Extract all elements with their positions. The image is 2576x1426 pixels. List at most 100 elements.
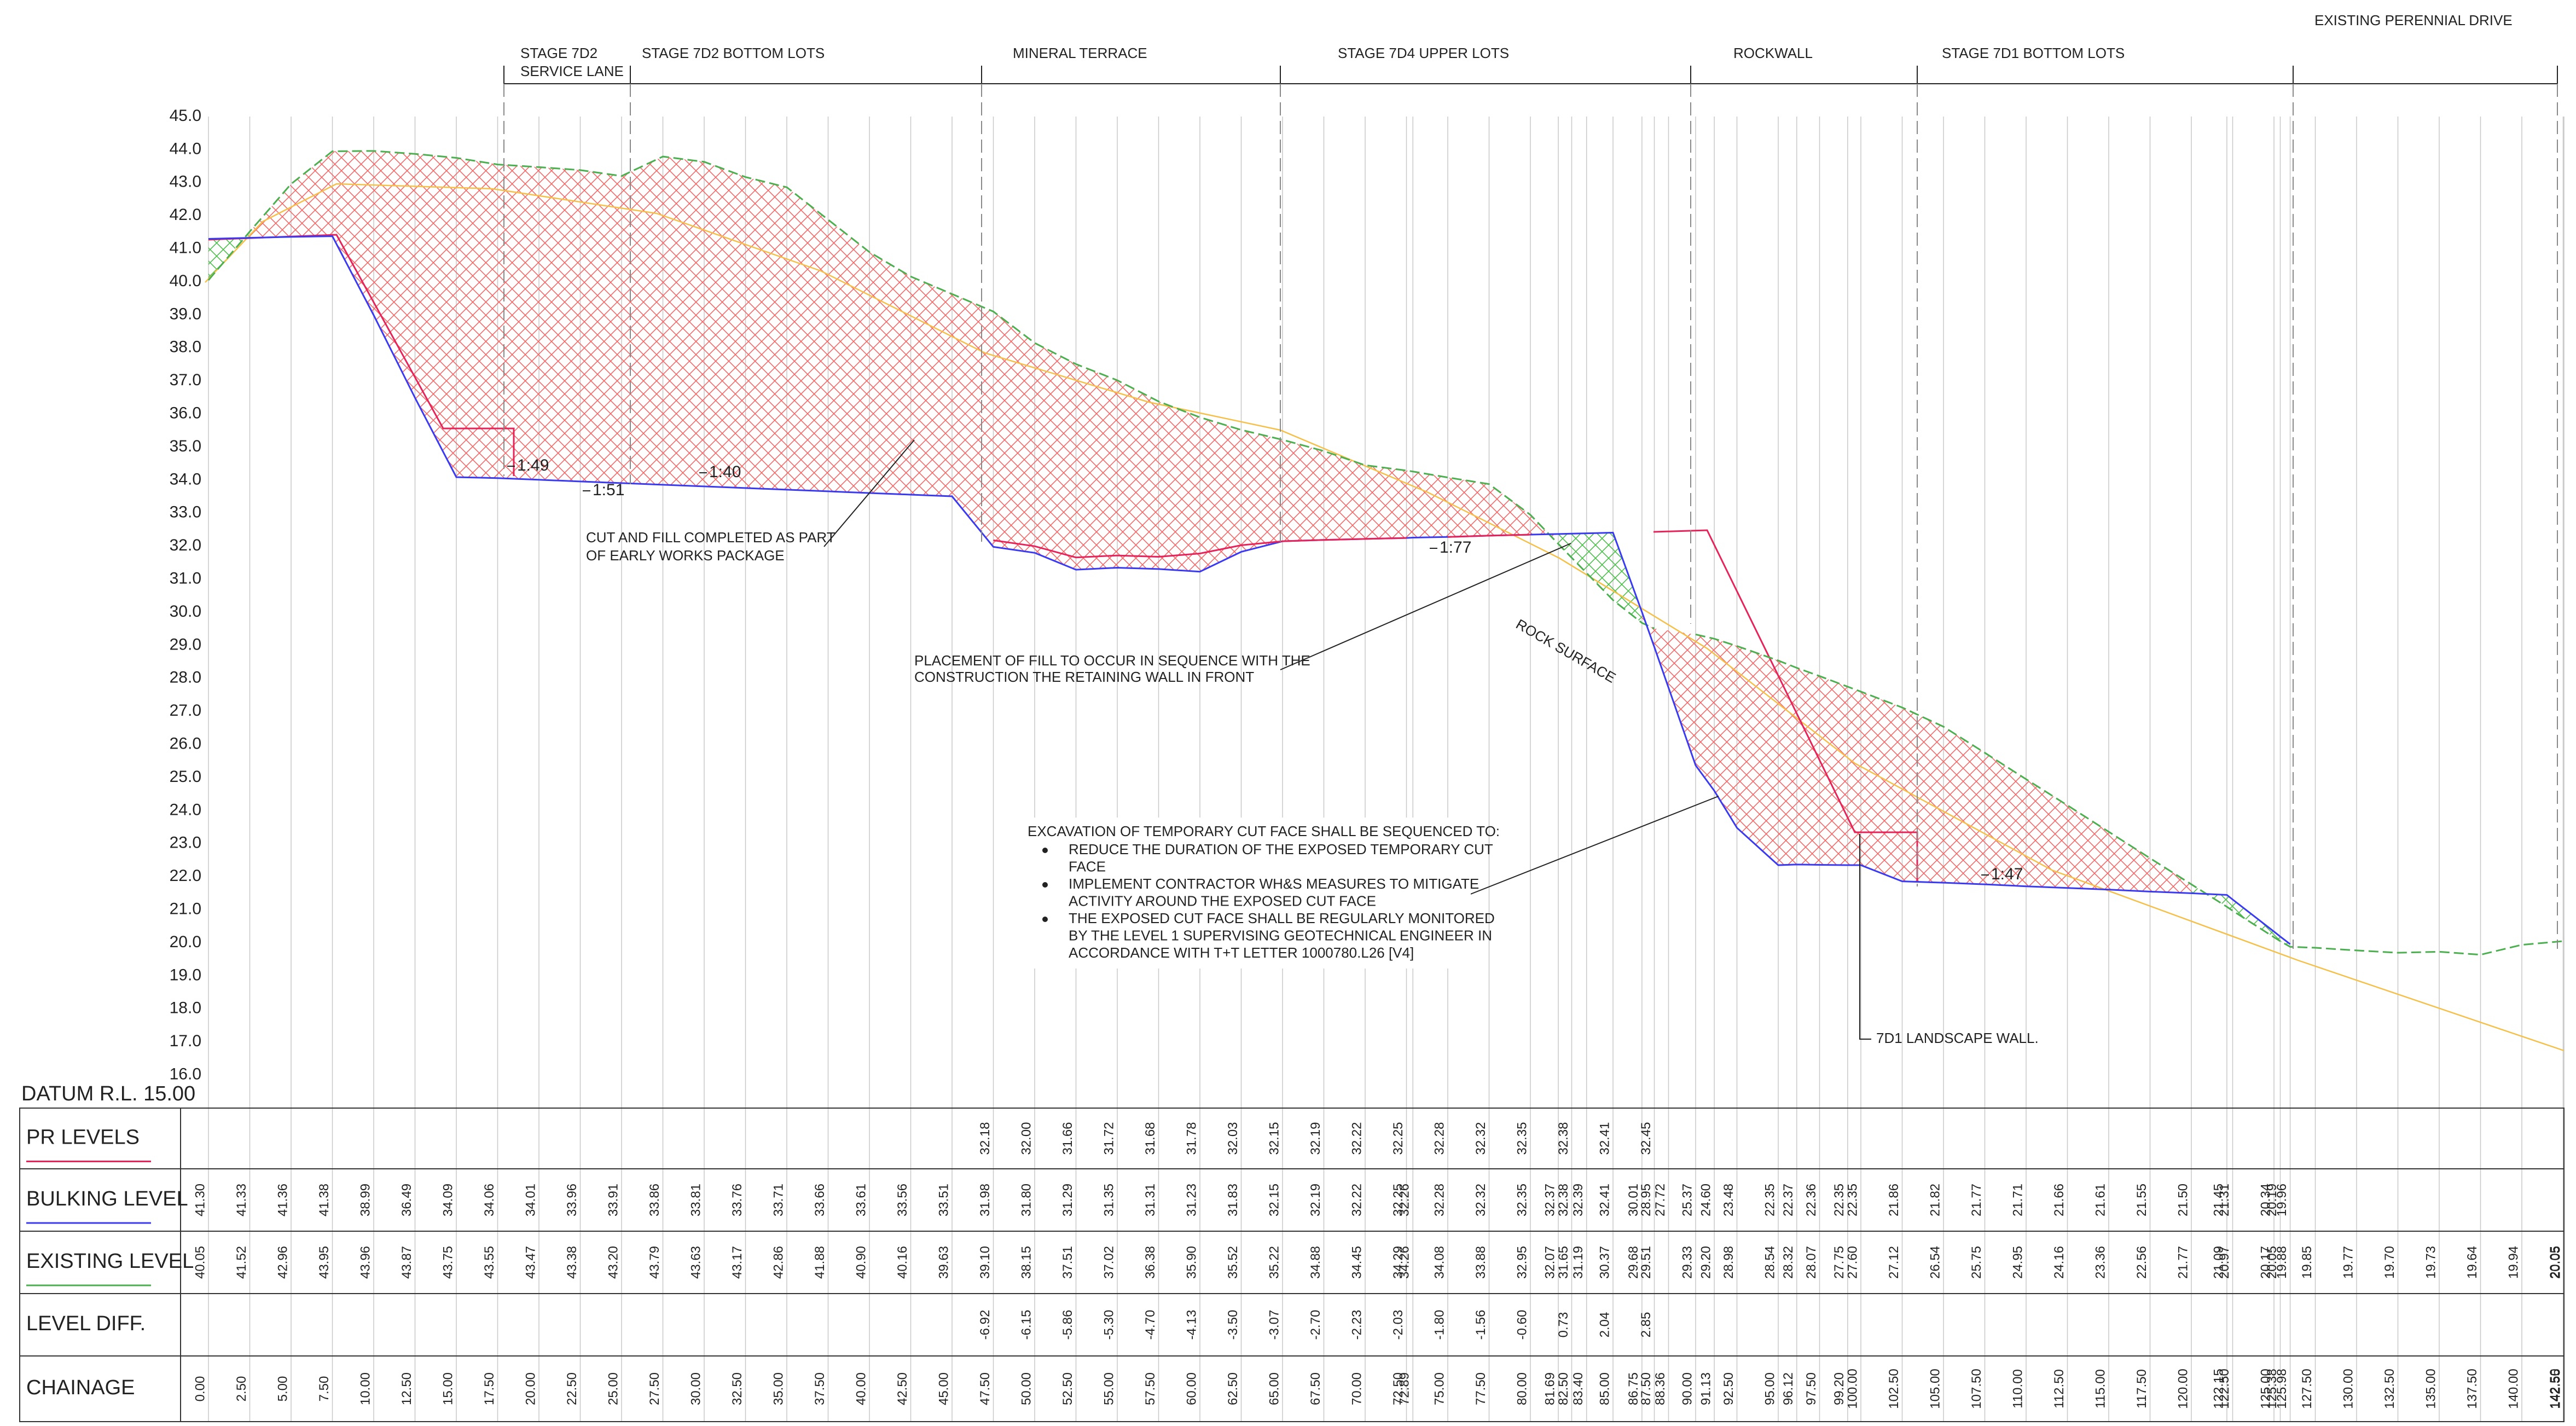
fill-hatch: [2191, 884, 2227, 907]
y-tick-label: 31.0: [170, 570, 201, 588]
table-cell: 19.64: [2465, 1246, 2480, 1279]
y-tick-label: 23.0: [170, 834, 201, 852]
table-cell: 125.98: [2275, 1369, 2289, 1408]
table-cell: 41.38: [317, 1184, 332, 1216]
table-cell: 32.95: [1515, 1246, 1529, 1279]
cut-hatch: [1283, 439, 1324, 542]
table-cell: 47.50: [978, 1372, 993, 1405]
table-cell: 43.63: [688, 1246, 703, 1279]
table-cell: 20.00: [523, 1372, 538, 1405]
table-cell: 21.66: [2052, 1184, 2067, 1216]
table-cell: 31.83: [1226, 1184, 1240, 1216]
annotation: OF EARLY WORKS PACKAGE: [586, 547, 785, 564]
table-cell: 50.00: [1019, 1372, 1034, 1405]
leader: [1280, 543, 1571, 670]
table-cell: 22.56: [2134, 1246, 2149, 1279]
table-cell: 43.38: [565, 1246, 579, 1279]
table-cell: 41.36: [275, 1184, 290, 1216]
table-cell: 21.77: [2175, 1246, 2190, 1279]
table-cell: 32.25: [1391, 1122, 1406, 1155]
table-cell: 55.00: [1101, 1372, 1116, 1405]
table-cell: 41.52: [234, 1246, 249, 1279]
annotation: THE EXPOSED CUT FACE SHALL BE REGULARLY …: [1069, 910, 1495, 926]
table-cell: 122.15: [2211, 1369, 2226, 1408]
table-cell: 117.50: [2134, 1369, 2149, 1408]
table-cell: 32.50: [730, 1372, 745, 1405]
table-cell: 85.00: [1597, 1372, 1612, 1405]
table-cell: 132.50: [2382, 1369, 2397, 1408]
table-cell: 32.41: [1597, 1122, 1612, 1155]
table-cell: 67.50: [1308, 1372, 1323, 1405]
table-cell: 0.00: [193, 1376, 207, 1402]
table-cell: 30.01: [1626, 1184, 1641, 1216]
table-cell: 20.05: [2548, 1246, 2563, 1279]
table-cell: 32.18: [978, 1122, 993, 1155]
zone-label: SERVICE LANE: [520, 63, 624, 79]
table-cell: 31.35: [1101, 1184, 1116, 1216]
table-cell: 40.16: [895, 1246, 910, 1279]
table-cell: 34.88: [1308, 1246, 1323, 1279]
table-cell: 26.54: [1928, 1246, 1942, 1279]
table-cell: 17.50: [482, 1372, 497, 1405]
table-cell: 37.50: [813, 1372, 827, 1405]
pr-level-line: [1447, 534, 1531, 538]
table-cell: 122.50: [2217, 1369, 2232, 1408]
table-cell: 99.20: [1832, 1372, 1847, 1405]
table-cell: 21.09: [2211, 1246, 2226, 1279]
table-cell: 23.48: [1721, 1184, 1736, 1216]
table-cell: 81.69: [1542, 1372, 1557, 1405]
table-cell: 32.26: [1397, 1184, 1412, 1216]
table-cell: -5.30: [1101, 1310, 1116, 1340]
table-cell: 28.54: [1762, 1246, 1777, 1279]
fill-hatch: [2274, 931, 2281, 941]
table-cell: 32.32: [1473, 1122, 1488, 1155]
table-cell: 107.50: [1969, 1369, 1984, 1408]
cut-hatch: [2109, 832, 2150, 892]
table-cell: 82.50: [1556, 1372, 1571, 1405]
y-tick-label: 25.0: [170, 768, 201, 786]
annotation: CUT AND FILL COMPLETED AS PART: [586, 529, 836, 546]
table-cell: 110.00: [2010, 1369, 2025, 1408]
table-cell: -0.60: [1515, 1310, 1529, 1340]
table-cell: 31.65: [1556, 1246, 1571, 1279]
cut-hatch: [1117, 380, 1159, 569]
y-tick-label: 19.0: [170, 966, 201, 984]
y-tick-label: 37.0: [170, 371, 201, 389]
table-cell: 21.50: [2175, 1184, 2190, 1216]
annotation: PLACEMENT OF FILL TO OCCUR IN SEQUENCE W…: [914, 652, 1310, 669]
table-cell: 22.35: [1832, 1184, 1847, 1216]
table-cell: 30.00: [688, 1372, 703, 1405]
cut-hatch: [456, 158, 498, 478]
table-cell: 27.60: [1845, 1246, 1860, 1279]
table-cell: 21.71: [2010, 1184, 2025, 1216]
table-cell: 25.00: [606, 1372, 620, 1405]
table-cell: -5.86: [1060, 1310, 1075, 1340]
table-cell: 125.00: [2258, 1369, 2273, 1408]
row-label: EXISTING LEVEL: [26, 1250, 194, 1273]
cut-hatch: [1241, 430, 1283, 552]
table-cell: 33.96: [565, 1184, 579, 1216]
leader: [1469, 796, 1719, 895]
table-cell: 38.15: [1019, 1246, 1034, 1279]
table-cell: 20.34: [2258, 1184, 2273, 1216]
table-cell: 24.95: [2010, 1246, 2025, 1279]
table-cell: 72.89: [1397, 1372, 1412, 1405]
cut-hatch: [1365, 465, 1407, 539]
table-cell: 42.96: [275, 1246, 290, 1279]
row-label: CHAINAGE: [26, 1376, 135, 1399]
annotation: 7D1 LANDSCAPE WALL.: [1876, 1030, 2039, 1046]
table-cell: 20.97: [2217, 1246, 2232, 1279]
table-cell: 32.35: [1515, 1184, 1529, 1216]
table-cell: 31.66: [1060, 1122, 1075, 1155]
table-cell: 65.00: [1267, 1372, 1281, 1405]
table-cell: 33.76: [730, 1184, 745, 1216]
table-cell: 27.72: [1653, 1184, 1668, 1216]
bullet: [1042, 882, 1048, 888]
table-cell: 35.90: [1184, 1246, 1199, 1279]
table-cell: 105.00: [1928, 1369, 1942, 1408]
table-cell: 43.95: [317, 1246, 332, 1279]
table-cell: 21.61: [2093, 1184, 2108, 1216]
existing-level-line: [207, 150, 1655, 629]
